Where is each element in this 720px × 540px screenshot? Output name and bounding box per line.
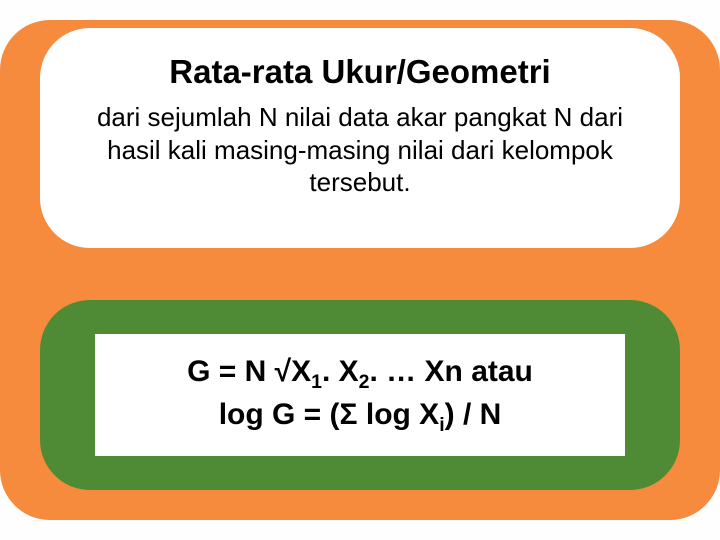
formula-sub: 2 <box>359 371 370 393</box>
slide-title: Rata-rata Ukur/Geometri <box>169 53 550 91</box>
definition-card: Rata-rata Ukur/Geometri dari sejumlah N … <box>40 28 680 248</box>
formula-card: G = N √X1. X2. … Xn atau log G = (Σ log … <box>40 300 680 490</box>
formula-part: log G = (Σ log X <box>219 398 440 431</box>
slide-description: dari sejumlah N nilai data akar pangkat … <box>70 101 650 199</box>
formula-part: . … Xn atau <box>370 355 533 388</box>
formula-text: G = N √X1. X2. … Xn atau log G = (Σ log … <box>115 352 605 439</box>
formula-part: . X <box>322 355 359 388</box>
formula-part: G = N √X <box>187 355 311 388</box>
formula-sub: 1 <box>311 371 322 393</box>
formula-box: G = N √X1. X2. … Xn atau log G = (Σ log … <box>95 334 625 457</box>
formula-part: ) / N <box>445 398 502 431</box>
